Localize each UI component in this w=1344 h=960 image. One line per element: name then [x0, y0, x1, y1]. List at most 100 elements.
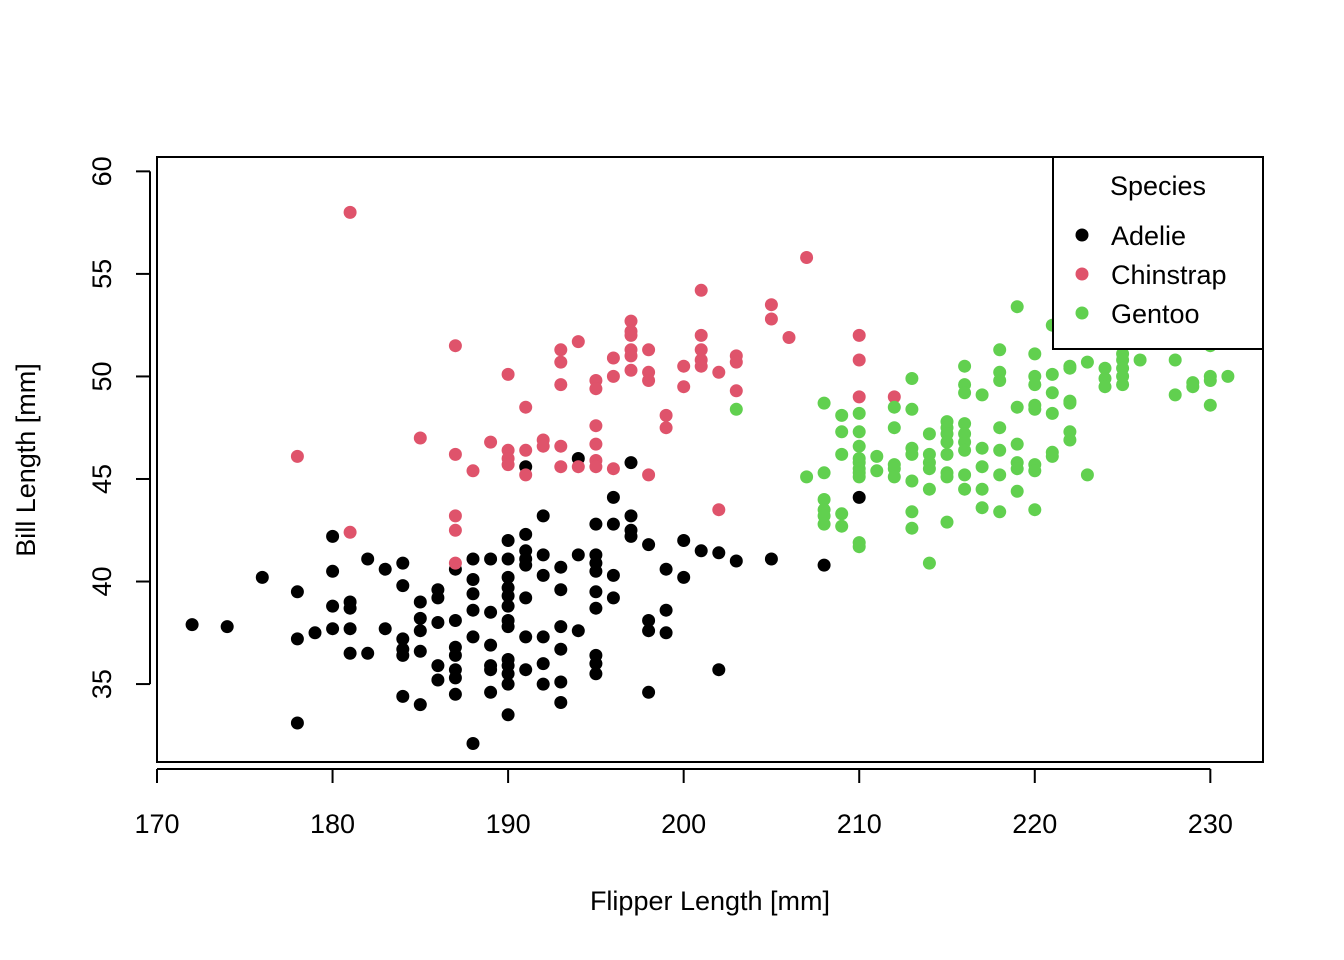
- data-point: [466, 630, 480, 644]
- data-point: [554, 583, 568, 597]
- data-point: [852, 540, 866, 554]
- data-point: [835, 507, 849, 521]
- data-point: [519, 468, 533, 482]
- legend-marker: [1075, 228, 1089, 242]
- data-point: [887, 421, 901, 435]
- data-point: [624, 529, 638, 543]
- data-point: [343, 646, 357, 660]
- data-point: [729, 355, 743, 369]
- data-point: [554, 620, 568, 634]
- data-point: [361, 552, 375, 566]
- data-point: [448, 648, 462, 662]
- data-point: [519, 400, 533, 414]
- data-point: [343, 622, 357, 636]
- data-point: [958, 482, 972, 496]
- data-point: [1028, 464, 1042, 478]
- data-point: [852, 353, 866, 367]
- data-point: [1028, 378, 1042, 392]
- data-point: [255, 570, 269, 584]
- data-point: [922, 462, 936, 476]
- data-point: [413, 431, 427, 445]
- legend-item-chinstrap: Chinstrap: [1075, 260, 1227, 290]
- data-point: [290, 449, 304, 463]
- legend-label: Chinstrap: [1111, 260, 1227, 290]
- data-point: [554, 343, 568, 357]
- data-point: [729, 554, 743, 568]
- legend-marker: [1075, 306, 1089, 320]
- y-axis: 35 40 45 50 55 60: [87, 156, 151, 699]
- data-point: [905, 521, 919, 535]
- data-point: [589, 601, 603, 615]
- data-point: [905, 402, 919, 416]
- data-point: [905, 474, 919, 488]
- legend-item-gentoo: Gentoo: [1075, 299, 1200, 329]
- data-point: [817, 493, 831, 506]
- legend-items: Adelie Chinstrap Gentoo: [1075, 221, 1227, 329]
- data-point: [606, 369, 620, 383]
- data-point: [484, 685, 498, 699]
- data-point: [1080, 468, 1094, 482]
- data-point: [448, 523, 462, 537]
- data-point: [958, 443, 972, 457]
- data-point: [958, 386, 972, 400]
- data-point: [975, 501, 989, 515]
- data-point: [290, 632, 304, 646]
- data-point: [694, 343, 708, 357]
- data-point: [554, 355, 568, 369]
- data-point: [694, 544, 708, 558]
- data-point: [361, 646, 375, 660]
- data-point: [431, 616, 445, 629]
- data-point: [554, 460, 568, 474]
- data-point: [326, 529, 340, 543]
- data-point: [466, 464, 480, 478]
- data-point: [606, 490, 620, 504]
- data-point: [870, 449, 884, 463]
- data-point: [501, 570, 515, 584]
- x-tick-label: 210: [837, 809, 882, 839]
- data-point: [905, 372, 919, 385]
- y-tick-label: 55: [87, 259, 117, 289]
- data-point: [817, 396, 831, 410]
- data-point: [800, 251, 814, 264]
- data-point: [817, 517, 831, 531]
- data-point: [1063, 396, 1077, 410]
- x-tick-label: 200: [661, 809, 706, 839]
- data-point: [1063, 361, 1077, 375]
- data-point: [694, 328, 708, 342]
- data-point: [448, 671, 462, 685]
- series-chinstrap: [290, 205, 901, 570]
- data-point: [852, 470, 866, 484]
- legend-title: Species: [1110, 171, 1206, 201]
- data-point: [887, 470, 901, 484]
- data-point: [712, 365, 726, 379]
- data-point: [1010, 484, 1024, 498]
- data-point: [571, 548, 585, 562]
- data-point: [782, 331, 796, 344]
- data-point: [519, 558, 533, 572]
- points-layer: [185, 173, 1235, 750]
- data-point: [501, 534, 515, 547]
- y-tick-label: 40: [87, 567, 117, 597]
- data-point: [852, 490, 866, 504]
- data-point: [993, 421, 1007, 435]
- data-point: [466, 552, 480, 566]
- data-point: [431, 591, 445, 605]
- data-point: [922, 427, 936, 441]
- data-point: [536, 568, 550, 582]
- data-point: [1221, 369, 1235, 383]
- data-point: [1028, 402, 1042, 416]
- legend: Species Adelie Chinstrap Gentoo: [1052, 156, 1264, 350]
- data-point: [606, 517, 620, 531]
- data-point: [1063, 433, 1077, 447]
- data-point: [1010, 462, 1024, 476]
- data-point: [677, 570, 691, 584]
- data-point: [642, 468, 656, 482]
- data-point: [1045, 449, 1059, 463]
- data-point: [326, 622, 340, 636]
- data-point: [413, 644, 427, 658]
- data-point: [448, 447, 462, 461]
- data-point: [624, 456, 638, 470]
- data-point: [993, 505, 1007, 519]
- y-tick-label: 45: [87, 464, 117, 494]
